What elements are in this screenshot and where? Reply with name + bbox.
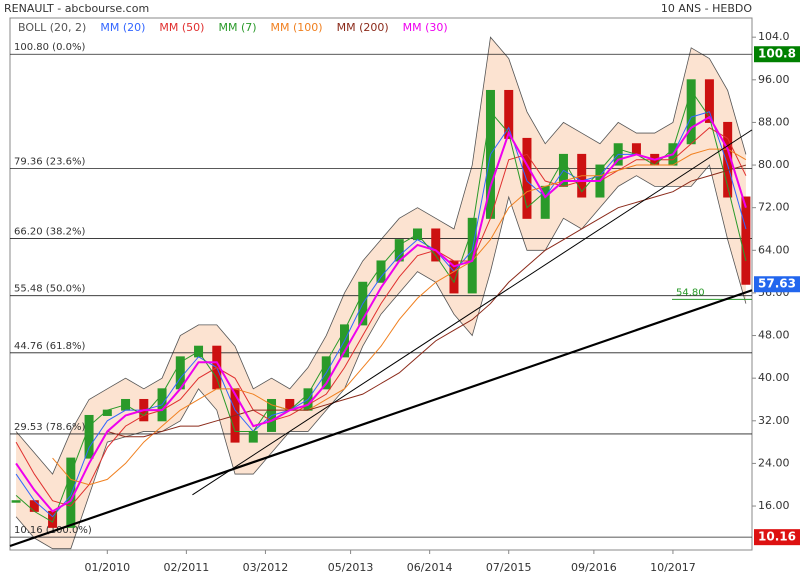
y-tick-label: 48.00 (758, 329, 790, 342)
x-tick-label: 02/2011 (164, 561, 210, 574)
fibonacci-label: 66.20 (38.2%) (14, 227, 85, 238)
x-tick-label: 10/2017 (650, 561, 696, 574)
x-tick-label: 06/2014 (407, 561, 453, 574)
moving-average (15, 111, 747, 518)
x-tick-label: 03/2012 (243, 561, 289, 574)
bollinger-lower (15, 164, 747, 550)
candle (376, 260, 386, 283)
price-badge-label: 57.63 (758, 277, 796, 291)
y-tick-label: 16.00 (758, 499, 790, 512)
moving-average (15, 115, 747, 513)
x-tick-label: 05/2013 (328, 561, 374, 574)
y-tick-label: 24.00 (758, 456, 790, 469)
y-tick-label: 64.00 (758, 243, 790, 256)
price-badge-label: 100.8 (758, 47, 796, 61)
y-tick-label: 96.00 (758, 73, 790, 86)
price-badge (754, 46, 800, 63)
candle (522, 137, 532, 219)
y-tick-label: 104.0 (758, 30, 790, 43)
price-badge-label: 10.16 (758, 530, 796, 544)
moving-average (52, 148, 747, 486)
fibonacci-label: 79.36 (23.6%) (14, 156, 85, 167)
price-badge (754, 529, 800, 546)
legend-entry: MM (50) (159, 21, 204, 34)
candle (504, 89, 514, 139)
candle (11, 500, 21, 503)
y-tick-label: 88.00 (758, 115, 790, 128)
candle (704, 79, 714, 123)
candle (431, 228, 441, 262)
level-label: 54.80 (676, 287, 705, 298)
bollinger-upper (15, 36, 747, 475)
y-tick-label: 32.00 (758, 414, 790, 427)
fibonacci-label: 44.76 (61.8%) (14, 341, 85, 352)
moving-average (107, 164, 747, 438)
y-tick-label: 80.00 (758, 158, 790, 171)
legend-entry: MM (7) (218, 21, 256, 34)
plot-frame (9, 17, 753, 551)
fibonacci-label: 29.53 (78.6%) (14, 422, 85, 433)
candle (686, 79, 696, 145)
legend-entry: MM (200) (337, 21, 389, 34)
candle (741, 196, 751, 285)
candle (29, 500, 39, 512)
x-tick-label: 09/2016 (571, 561, 617, 574)
x-tick-label: 07/2015 (486, 561, 532, 574)
x-tick-label: 01/2010 (84, 561, 130, 574)
candle (248, 430, 258, 443)
legend-entry: MM (30) (403, 21, 448, 34)
fibonacci-label: 55.48 (50.0%) (14, 284, 85, 295)
candle (631, 143, 641, 155)
trend-line (192, 129, 753, 496)
legend-entry: BOLL (20, 2) (18, 21, 86, 34)
moving-average (15, 127, 747, 507)
chart-title: RENAULT - abcbourse.com (4, 2, 149, 15)
y-tick-label: 72.00 (758, 201, 790, 214)
fibonacci-label: 100.80 (0.0%) (14, 42, 85, 53)
price-badge (754, 276, 800, 293)
trend-line (9, 289, 753, 548)
y-tick-label: 40.00 (758, 371, 790, 384)
legend-entry: MM (100) (271, 21, 323, 34)
candle (84, 414, 94, 459)
bollinger-fill (16, 37, 746, 549)
period: 10 ANS - HEBDO (661, 2, 752, 15)
legend-entry: MM (20) (100, 21, 145, 34)
